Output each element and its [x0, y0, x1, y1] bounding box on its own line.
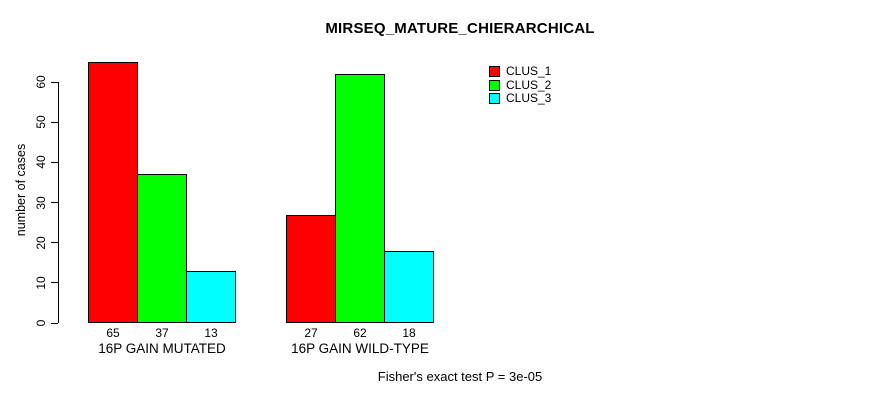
category-label: 16P GAIN MUTATED — [98, 341, 226, 356]
bar-clus_3-16p-gain-wild-type — [384, 251, 434, 323]
legend-swatch-clus_1 — [489, 66, 500, 78]
legend-item: CLUS_3 — [489, 91, 552, 106]
y-axis-tick — [51, 81, 58, 83]
bar-clus_2-16p-gain-mutated — [137, 174, 187, 323]
y-axis-tick — [51, 202, 58, 203]
y-axis-tick-label: 20 — [34, 235, 48, 250]
bar-value-label: 27 — [304, 326, 318, 340]
chart-title: MIRSEQ_MATURE_CHIERARCHICAL — [325, 20, 595, 37]
legend-item: CLUS_1 — [489, 64, 552, 79]
category-label: 16P GAIN WILD-TYPE — [291, 341, 429, 356]
bar-value-label: 37 — [155, 326, 169, 340]
legend-label: CLUS_1 — [506, 64, 552, 78]
bar-clus_2-16p-gain-wild-type — [335, 74, 385, 323]
bar-clus_1-16p-gain-mutated — [88, 62, 138, 323]
bar-clus_3-16p-gain-mutated — [186, 271, 236, 323]
y-axis-line — [58, 82, 59, 323]
bar-value-label: 62 — [353, 326, 367, 340]
y-axis-tick-label: 10 — [34, 276, 48, 290]
bar-value-label: 18 — [402, 326, 416, 340]
y-axis-tick — [51, 242, 58, 244]
y-axis-tick-label: 50 — [34, 115, 48, 129]
y-axis-tick — [51, 282, 58, 284]
legend-swatch-clus_2 — [489, 79, 500, 91]
y-axis-tick — [51, 161, 58, 163]
y-axis-tick — [51, 121, 58, 123]
legend-item: CLUS_2 — [489, 77, 552, 93]
y-axis-tick-label: 0 — [34, 319, 48, 327]
y-axis-tick-label: 40 — [34, 155, 48, 170]
legend-swatch-clus_3 — [489, 93, 500, 105]
bar-value-label: 13 — [204, 326, 218, 340]
legend-label: CLUS_3 — [506, 91, 552, 105]
legend-label: CLUS_2 — [506, 77, 552, 92]
legend: CLUS_1 CLUS_2 CLUS_3 — [489, 64, 552, 106]
y-axis-tick-label: 60 — [34, 75, 48, 89]
annotation-text: Fisher's exact test P = 3e-05 — [377, 369, 543, 384]
y-axis-tick-label: 30 — [34, 195, 48, 210]
bar-clus_1-16p-gain-wild-type — [286, 215, 336, 323]
bar-value-label: 65 — [106, 326, 120, 340]
y-axis-tick — [51, 322, 58, 324]
